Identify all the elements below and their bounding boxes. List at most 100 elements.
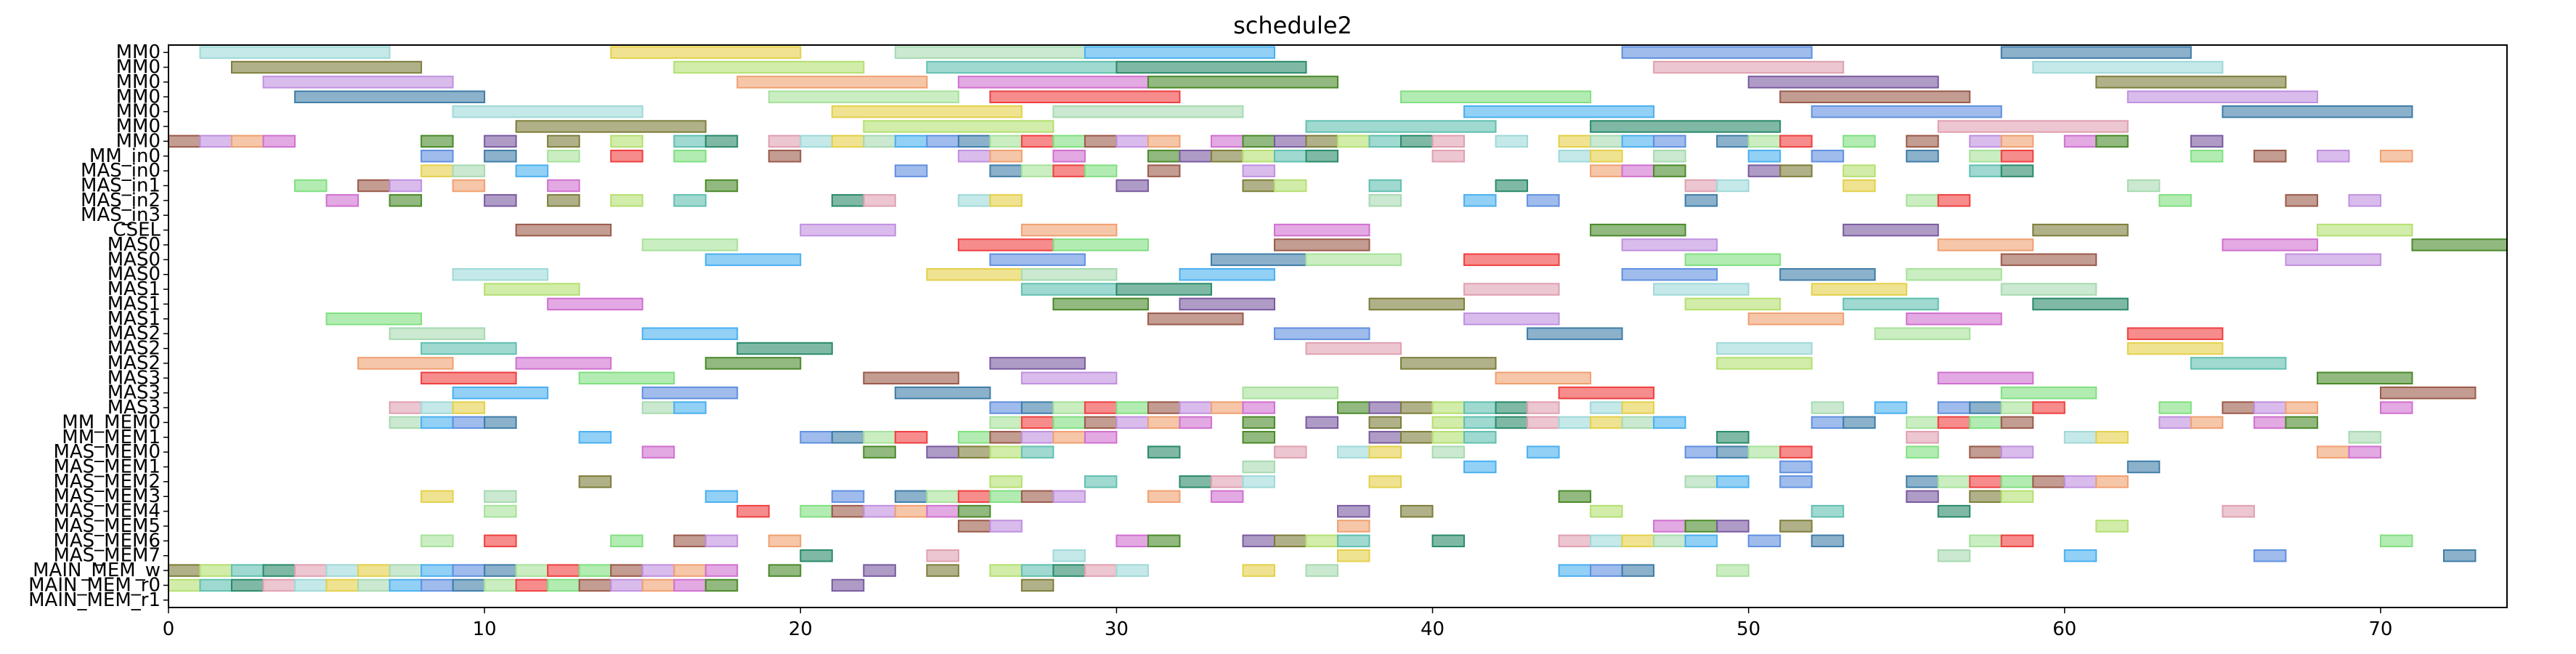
task-bar [1242,134,1275,148]
task-bar [1621,134,1655,148]
task-bar [357,564,391,577]
task-bar [989,520,1023,533]
task-bar [1147,445,1181,459]
task-bar [1684,297,1781,311]
task-bar [1590,401,1623,414]
y-tick-label: MAS1 [107,293,161,315]
task-bar [610,578,643,592]
task-bar [1242,150,1275,163]
task-bar [547,179,580,193]
task-bar [452,401,486,414]
task-bar [2095,475,2129,488]
task-bar [2126,179,2161,193]
task-bar [1653,534,1686,548]
task-bar [989,490,1023,503]
task-bar [1747,150,1781,163]
y-tick-label: MAS3 [107,367,161,389]
task-bar [1210,475,1244,488]
task-bar [1906,194,1939,207]
task-bar [2126,90,2318,104]
task-bar [2253,401,2287,414]
task-bar [1653,520,1686,533]
task-bar [1811,534,1845,548]
task-bar [957,194,991,207]
task-bar [641,401,675,414]
task-bar [1431,134,1466,148]
task-bar [1400,357,1497,370]
task-bar [800,223,896,237]
task-bar [831,504,865,518]
task-bar [1906,416,1939,429]
task-bar [1084,401,1118,414]
x-tick-label: 40 [1421,618,1445,640]
task-bar [1811,504,1845,518]
task-bar [1558,564,1592,577]
task-bar [2032,60,2224,74]
task-bar [894,431,928,444]
task-bar [452,416,486,429]
task-bar [1305,120,1497,133]
task-bar [452,164,486,177]
task-bar [673,564,707,577]
task-bar [1969,490,2002,503]
task-bar [2095,431,2129,444]
task-bar [1779,445,1813,459]
task-bar [1210,134,1244,148]
x-tick-label: 10 [473,618,497,640]
y-tick-label: MAS2 [107,323,161,344]
task-bar [673,134,707,148]
task-bar [2253,416,2287,429]
task-bar [1590,534,1623,548]
task-bar [452,386,549,400]
task-bar [1590,134,1623,148]
task-bar [1116,179,1149,193]
task-bar [1716,564,1750,577]
task-bar [641,564,675,577]
task-bar [168,134,201,148]
task-bar [1937,401,1971,414]
y-tick-label: MM0 [116,71,161,93]
task-bar [1147,76,1339,89]
task-bar [2316,445,2350,459]
y-tick-label: MM_in0 [89,145,161,167]
task-bar [1779,460,1813,474]
task-bar [2379,534,2413,548]
task-bar [578,371,675,385]
task-bar [1020,267,1118,281]
task-bar [2063,134,2097,148]
task-bar [2348,431,2381,444]
task-bar [1368,431,1402,444]
task-bar [2379,150,2413,163]
task-bar [1842,223,1939,237]
task-bar [1842,179,1876,193]
task-bar [1116,401,1149,414]
task-bar [1147,490,1181,503]
task-bar [1716,342,1813,355]
task-bar [1906,475,1939,488]
task-bar [484,504,517,518]
task-bar [1716,357,1813,370]
task-bar [262,76,454,89]
task-bar [1842,164,1876,177]
task-bar [1621,564,1655,577]
task-bar [2000,253,2097,267]
task-bar [1020,578,1055,592]
task-bar [515,223,612,237]
task-bar [926,549,959,562]
chart-title: schedule2 [1233,12,1352,39]
task-bar [1653,283,1750,296]
task-bar [2285,253,2381,267]
task-bar [2222,401,2255,414]
task-bar [1590,416,1623,429]
task-bar [325,312,423,326]
task-bar [2000,416,2034,429]
task-bar [1653,416,1686,429]
task-bar [420,490,454,503]
task-bar [1779,134,1813,148]
task-bar [1621,401,1655,414]
y-tick-label: MM0 [116,57,161,78]
task-bar [420,564,454,577]
task-bar [1463,283,1560,296]
task-bar [452,267,549,281]
task-bar [1969,164,2002,177]
